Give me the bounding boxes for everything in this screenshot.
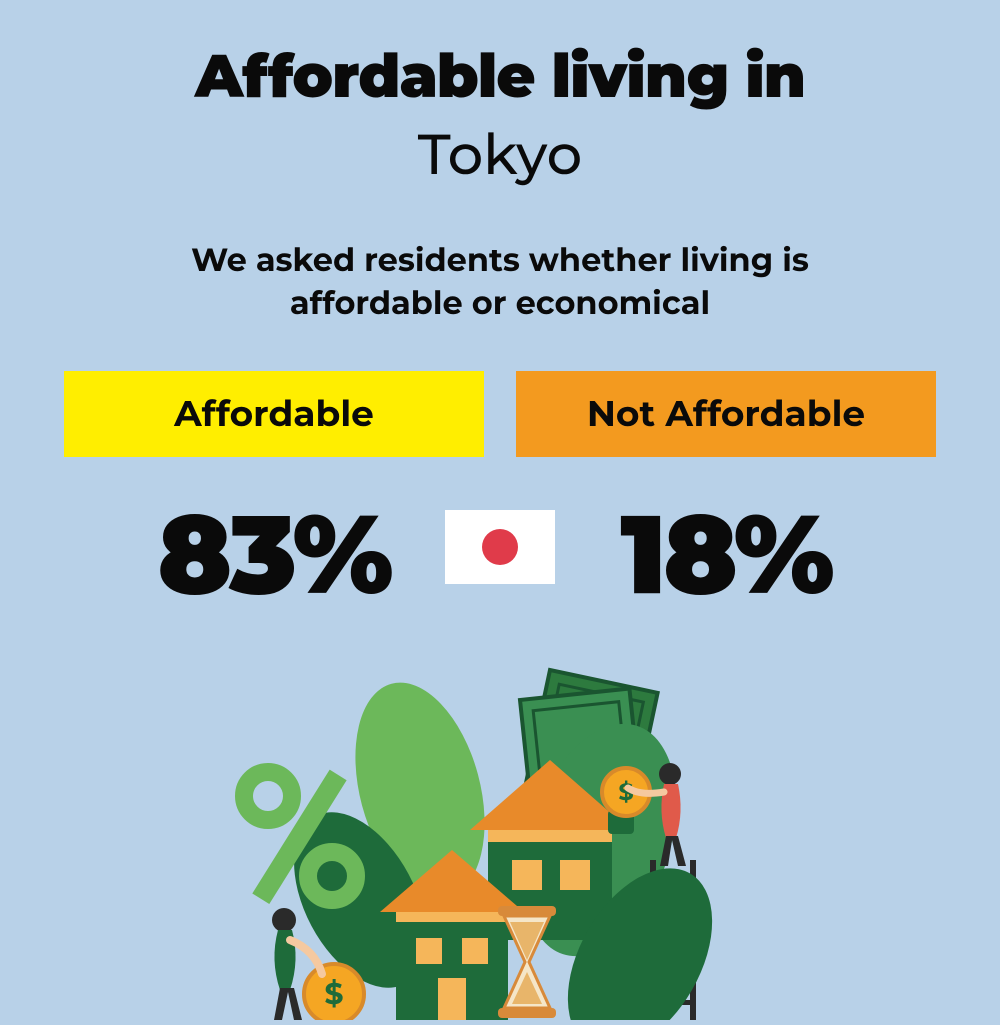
flag-dot <box>482 529 518 565</box>
japan-flag-icon <box>445 510 555 584</box>
value-not-affordable: 18% <box>516 487 936 621</box>
title-city: Tokyo <box>60 121 940 189</box>
label-not-affordable: Not Affordable <box>516 371 936 457</box>
coin-icon: $ <box>304 964 364 1020</box>
value-affordable: 83% <box>64 487 484 621</box>
stat-affordable: Affordable 83% <box>64 371 484 621</box>
housing-illustration: $ $ <box>220 660 780 1020</box>
title-block: Affordable living in Tokyo <box>60 40 940 189</box>
stat-not-affordable: Not Affordable 18% <box>516 371 936 621</box>
subtitle: We asked residents whether living is aff… <box>60 239 940 325</box>
title-main: Affordable living in <box>60 40 940 113</box>
label-affordable: Affordable <box>64 371 484 457</box>
svg-text:$: $ <box>324 975 343 1012</box>
